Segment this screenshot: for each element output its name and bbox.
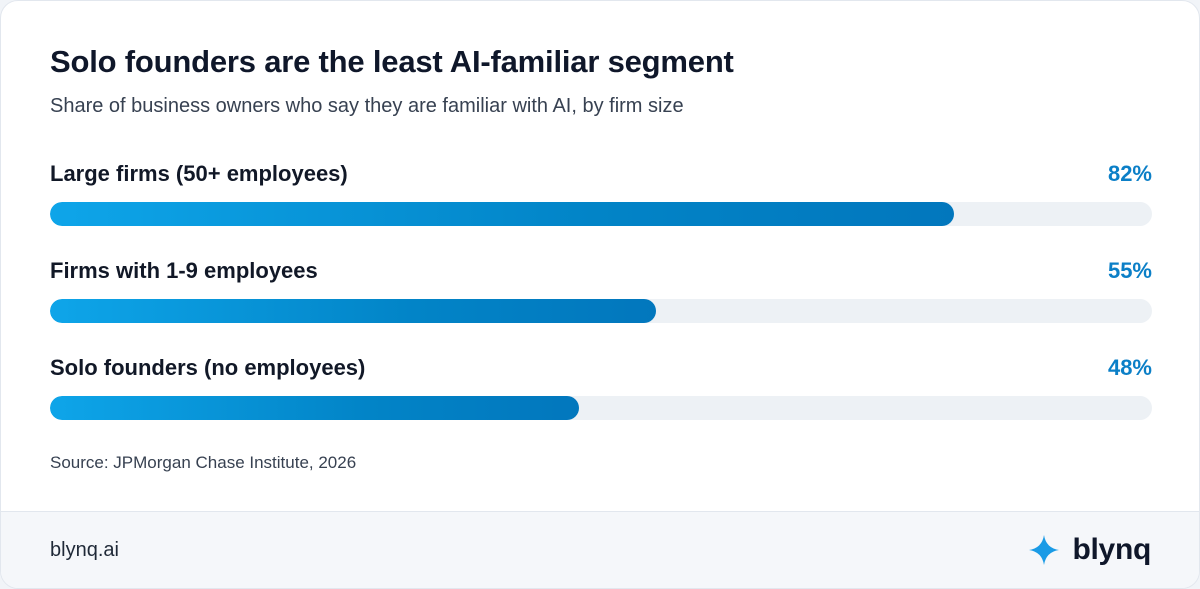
bar [50,396,579,420]
chart-subtitle: Share of business owners who say they ar… [50,95,684,117]
bar [50,202,954,226]
chart-source: Source: JPMorgan Chase Institute, 2026 [50,453,357,472]
bar-row: Solo founders (no employees) 48% [50,351,1152,448]
bar-track [50,396,1152,420]
chart-title: Solo founders are the least AI-familiar … [50,44,734,79]
bar-value-label: 82% [1107,161,1152,186]
bar-chart: Large firms (50+ employees) 82% Firms wi… [50,157,1152,448]
bar [50,299,657,323]
bar-label: Large firms (50+ employees) [50,161,348,186]
sparkle-icon [1028,535,1059,565]
footer-url[interactable]: blynq.ai [50,539,119,561]
bar-track [50,299,1152,323]
bar-value-label: 55% [1107,258,1152,283]
bar-row: Large firms (50+ employees) 82% [50,157,1152,254]
bar-track [50,202,1152,226]
footer: blynq.ai blynq [1,511,1199,588]
sparkle-shape [1028,535,1059,565]
bar-value-label: 48% [1107,355,1152,380]
bar-row: Firms with 1-9 employees 55% [50,254,1152,351]
bar-label: Firms with 1-9 employees [50,258,318,283]
brand-logo: blynq [1028,530,1152,570]
bar-label: Solo founders (no employees) [50,355,366,380]
brand-name: blynq [1072,533,1152,566]
